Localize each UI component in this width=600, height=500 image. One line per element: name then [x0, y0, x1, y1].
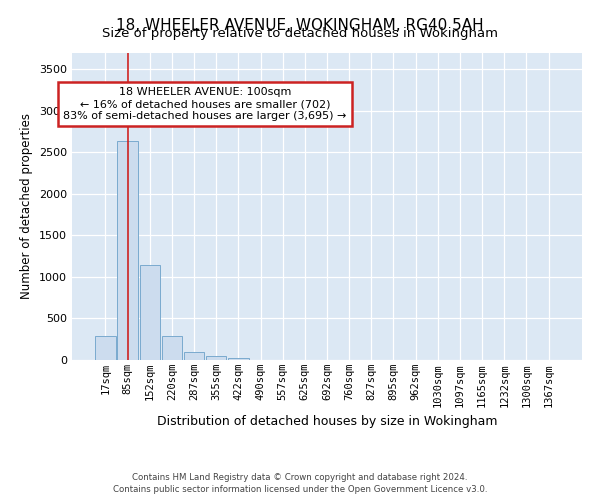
Bar: [118, 140, 138, 360]
Text: Size of property relative to detached houses in Wokingham: Size of property relative to detached ho…: [102, 28, 498, 40]
Bar: [140, 266, 160, 360]
Text: Contains HM Land Registry data © Crown copyright and database right 2024.
Contai: Contains HM Land Registry data © Crown c…: [113, 472, 487, 494]
Text: 18 WHEELER AVENUE: 100sqm
← 16% of detached houses are smaller (702)
83% of semi: 18 WHEELER AVENUE: 100sqm ← 16% of detac…: [64, 88, 347, 120]
Bar: [161, 336, 182, 360]
Text: 18, WHEELER AVENUE, WOKINGHAM, RG40 5AH: 18, WHEELER AVENUE, WOKINGHAM, RG40 5AH: [116, 18, 484, 32]
Bar: [206, 356, 226, 360]
X-axis label: Distribution of detached houses by size in Wokingham: Distribution of detached houses by size …: [157, 415, 497, 428]
Bar: [228, 358, 248, 360]
Bar: [95, 336, 116, 360]
Y-axis label: Number of detached properties: Number of detached properties: [20, 114, 34, 299]
Bar: [184, 352, 204, 360]
